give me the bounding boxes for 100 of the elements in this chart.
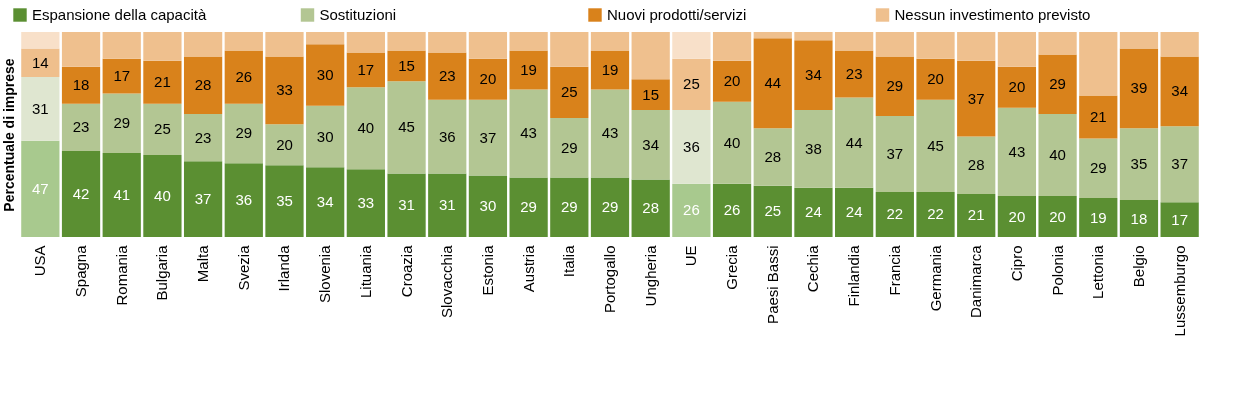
bar [387, 173, 426, 237]
bar [61, 150, 101, 237]
data-label: 29 [560, 138, 578, 156]
data-label: 34 [642, 135, 660, 153]
data-label: 35 [1130, 155, 1148, 173]
bar [753, 185, 792, 237]
data-label: 25 [154, 120, 171, 138]
bar [306, 167, 345, 237]
data-label: 23 [194, 128, 212, 146]
x-tick-label: Finlandia [845, 244, 863, 307]
bar [550, 177, 589, 237]
bar [1079, 32, 1118, 96]
data-label: 15 [642, 85, 660, 103]
bar [1079, 198, 1118, 237]
x-tick-label: Croazia [397, 244, 415, 298]
bar [509, 89, 548, 178]
bar [387, 32, 426, 51]
bar [957, 136, 996, 194]
bar [102, 152, 141, 237]
data-label: 37 [886, 144, 904, 162]
data-label: 28 [194, 76, 212, 94]
data-label: 36 [683, 137, 700, 155]
legend-label: Nessun investimento previsto [894, 6, 1091, 23]
data-label: 18 [72, 76, 90, 94]
bar [631, 32, 670, 80]
data-label: 31 [438, 196, 456, 214]
bar [997, 66, 1037, 108]
x-tick-label: Slovenia [316, 244, 334, 304]
bar [265, 124, 304, 166]
data-label: 29 [235, 124, 253, 142]
data-label: 43 [601, 124, 619, 142]
bar [61, 66, 101, 104]
data-label: 26 [235, 68, 253, 86]
x-tick-label: Belgio [1129, 245, 1147, 288]
x-tick-label: UE [682, 245, 700, 267]
bar [590, 50, 630, 90]
data-label: 30 [479, 197, 497, 215]
bar [224, 32, 263, 51]
bar [712, 60, 752, 102]
bar [428, 52, 467, 100]
bar [21, 48, 60, 78]
bar [183, 114, 223, 162]
bar [183, 32, 223, 57]
bar [997, 107, 1037, 196]
data-label: 25 [764, 202, 782, 220]
data-label: 45 [927, 136, 944, 154]
bar [346, 32, 385, 53]
x-tick-label: Lituania [356, 244, 374, 299]
data-label: 44 [845, 133, 863, 151]
bar [997, 32, 1037, 67]
legend-label: Nuovi prodotti/servizi [607, 6, 747, 23]
bar [753, 38, 792, 129]
data-label: 15 [398, 56, 415, 74]
data-label: 39 [1130, 79, 1148, 97]
bar [875, 56, 914, 117]
data-label: 44 [764, 74, 782, 92]
data-label: 37 [479, 128, 497, 146]
bar [794, 109, 833, 188]
x-tick-label: Austria [519, 244, 537, 293]
bar [102, 93, 141, 153]
x-tick-label: Estonia [478, 244, 496, 296]
bar [306, 105, 345, 168]
bar [21, 77, 60, 141]
bar [875, 191, 914, 237]
bar [265, 56, 304, 125]
data-label: 40 [1049, 146, 1066, 163]
data-label: 31 [398, 196, 415, 214]
x-tick-label: Paesi Bassi [763, 245, 781, 324]
bar [957, 60, 996, 137]
x-tick-label: USA [31, 245, 49, 277]
data-label: 34 [316, 193, 334, 211]
bar [224, 163, 263, 237]
bar [428, 32, 467, 53]
x-tick-label: Lussemburgo [1170, 245, 1188, 337]
data-label: 33 [357, 194, 375, 212]
x-tick-label: Francia [885, 244, 903, 296]
x-tick-label: Irlanda [275, 244, 293, 292]
bar [265, 32, 304, 57]
x-tick-label: Germania [926, 244, 944, 312]
bar [794, 32, 833, 41]
bar [1160, 56, 1199, 127]
data-label: 43 [1008, 142, 1026, 160]
bar [875, 116, 914, 192]
bar [1119, 48, 1159, 129]
x-tick-label: Romania [112, 244, 130, 306]
bar [61, 32, 101, 67]
bar [143, 155, 182, 237]
data-label: 47 [32, 179, 49, 197]
data-label: 25 [560, 83, 578, 101]
bar [143, 32, 182, 61]
bar [672, 58, 711, 110]
data-label: 14 [32, 53, 49, 71]
bar [1038, 32, 1077, 55]
data-label: 40 [723, 133, 741, 151]
bar [1119, 128, 1159, 201]
bar [387, 50, 426, 82]
bar [1160, 32, 1199, 57]
bar [835, 32, 874, 51]
x-tick-label: Cipro [1007, 245, 1025, 282]
bar [306, 44, 345, 106]
